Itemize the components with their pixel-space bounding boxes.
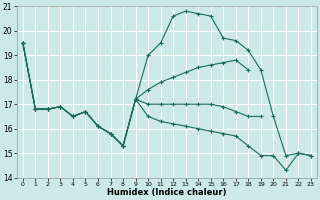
- X-axis label: Humidex (Indice chaleur): Humidex (Indice chaleur): [107, 188, 227, 197]
